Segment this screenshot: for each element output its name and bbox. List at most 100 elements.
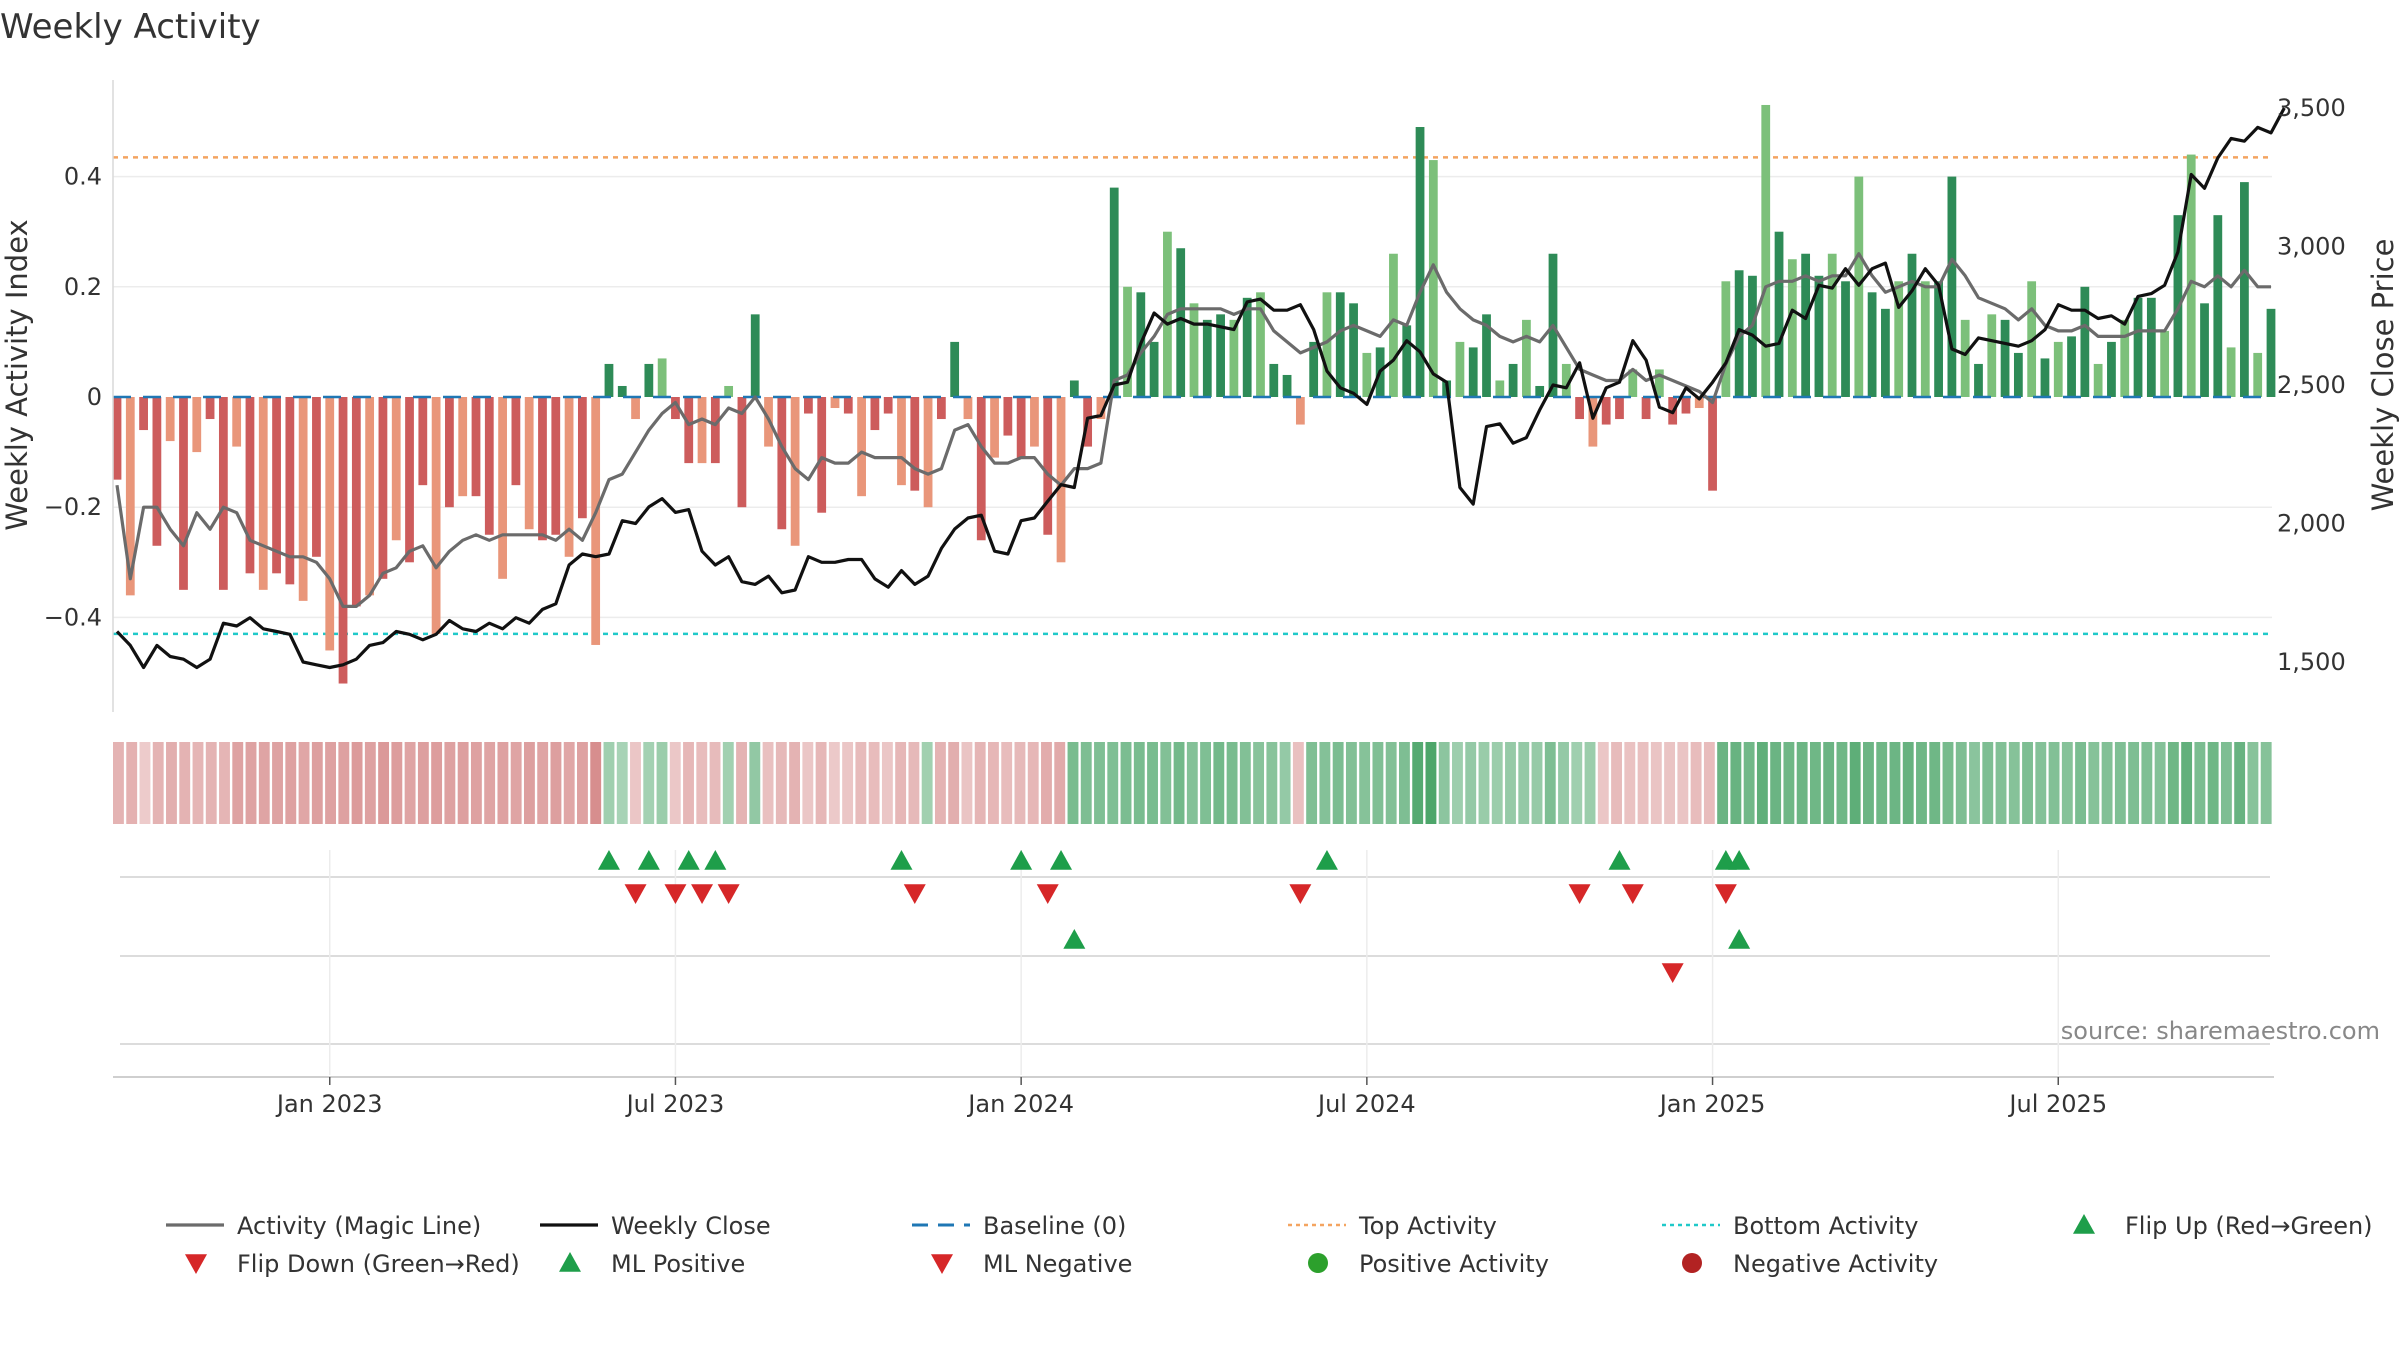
activity-bar-20 bbox=[378, 397, 388, 579]
strip-cell-64 bbox=[961, 742, 973, 824]
y2-tick-label-4: 1,500 bbox=[2277, 648, 2346, 676]
flip-markers-panel bbox=[120, 850, 2270, 1075]
strip-cell-44 bbox=[696, 742, 708, 824]
activity-bar-135 bbox=[1907, 253, 1917, 397]
strip-cell-154 bbox=[2154, 742, 2166, 824]
activity-bar-16 bbox=[325, 397, 335, 651]
activity-bar-13 bbox=[285, 397, 295, 585]
x-tick-label-2: Jan 2024 bbox=[966, 1090, 1074, 1118]
strip-cell-87 bbox=[1266, 742, 1278, 824]
strip-cell-83 bbox=[1213, 742, 1225, 824]
legend-swatch-6 bbox=[185, 1254, 207, 1274]
activity-bar-141 bbox=[1987, 314, 1997, 397]
activity-bar-38 bbox=[617, 385, 627, 397]
strip-cell-28 bbox=[484, 742, 496, 824]
activity-bar-64 bbox=[963, 397, 973, 420]
activity-bar-133 bbox=[1881, 308, 1890, 397]
strip-cell-142 bbox=[1995, 742, 2007, 824]
activity-bar-40 bbox=[644, 363, 654, 397]
strip-cell-125 bbox=[1770, 742, 1782, 824]
strip-cell-104 bbox=[1491, 742, 1503, 824]
activity-bar-57 bbox=[870, 397, 880, 431]
activity-bar-26 bbox=[458, 397, 468, 497]
flip-up-marker-5 bbox=[1010, 850, 1033, 870]
legend-swatch-9 bbox=[1308, 1253, 1328, 1273]
activity-bar-143 bbox=[2013, 352, 2023, 397]
activity-bar-157 bbox=[2200, 303, 2209, 397]
strip-cell-8 bbox=[219, 742, 230, 824]
activity-bar-98 bbox=[1415, 127, 1425, 397]
legend-label-10: Negative Activity bbox=[1733, 1250, 1938, 1278]
strip-cell-120 bbox=[1703, 742, 1715, 824]
activity-bar-115 bbox=[1641, 397, 1651, 420]
legend-item-1: Weekly Close bbox=[540, 1212, 771, 1240]
strip-cell-4 bbox=[166, 742, 177, 824]
activity-bar-15 bbox=[312, 397, 321, 557]
flip-down-marker-5 bbox=[1036, 884, 1059, 904]
activity-bar-154 bbox=[2160, 330, 2170, 397]
strip-cell-1 bbox=[126, 742, 138, 824]
strip-cell-76 bbox=[1120, 742, 1132, 824]
strip-cell-20 bbox=[378, 742, 390, 824]
source-note: source: sharemaestro.com bbox=[2061, 1017, 2380, 1045]
activity-bar-102 bbox=[1468, 347, 1478, 397]
activity-bar-46 bbox=[724, 385, 734, 397]
legend-swatch-10 bbox=[1682, 1253, 1702, 1273]
x-tick-label-5: Jul 2025 bbox=[2007, 1090, 2107, 1118]
strip-cell-90 bbox=[1306, 742, 1318, 824]
strip-cell-21 bbox=[391, 742, 403, 824]
strip-cell-85 bbox=[1239, 742, 1251, 824]
activity-bar-21 bbox=[391, 397, 401, 541]
strip-cell-127 bbox=[1796, 742, 1808, 824]
activity-bar-106 bbox=[1522, 319, 1531, 397]
activity-bar-14 bbox=[298, 397, 308, 601]
activity-bar-51 bbox=[790, 397, 800, 546]
activity-bar-101 bbox=[1455, 341, 1465, 397]
activity-bar-156 bbox=[2186, 154, 2196, 397]
y2-tick-label-2: 2,500 bbox=[2277, 371, 2346, 399]
ml-positive-marker-1 bbox=[1728, 929, 1751, 949]
strip-cell-135 bbox=[1902, 742, 1914, 824]
activity-bar-89 bbox=[1295, 397, 1305, 425]
activity-bar-82 bbox=[1202, 319, 1212, 397]
magic-line bbox=[115, 252, 2271, 609]
activity-bar-72 bbox=[1069, 380, 1079, 397]
strip-cell-141 bbox=[1982, 742, 1994, 824]
strip-cell-117 bbox=[1664, 742, 1676, 824]
strip-cell-56 bbox=[855, 742, 867, 824]
x-axis: Jan 2023 Jul 2023 Jan 2024 Jul 2024 Jan 2025… bbox=[113, 1076, 2274, 1118]
activity-bar-3 bbox=[152, 397, 162, 546]
activity-bar-12 bbox=[272, 397, 281, 574]
flip-down-marker-7 bbox=[1568, 884, 1591, 904]
activity-bar-129 bbox=[1827, 253, 1837, 397]
activity-bar-33 bbox=[551, 397, 561, 535]
flip-up-marker-0 bbox=[597, 850, 620, 870]
activity-bar-70 bbox=[1043, 397, 1053, 535]
activity-bar-93 bbox=[1349, 303, 1358, 397]
strip-cell-72 bbox=[1067, 742, 1079, 824]
activity-bar-140 bbox=[1974, 363, 1983, 397]
activity-bar-60 bbox=[910, 397, 920, 491]
strip-cell-145 bbox=[2035, 742, 2047, 824]
activity-bar-119 bbox=[1694, 397, 1704, 409]
legend-label-2: Baseline (0) bbox=[983, 1212, 1126, 1240]
activity-bar-90 bbox=[1309, 341, 1319, 397]
activity-bar-32 bbox=[538, 397, 547, 541]
strip-cell-151 bbox=[2114, 742, 2126, 824]
strip-cell-106 bbox=[1518, 742, 1530, 824]
legend-swatch-7 bbox=[559, 1252, 581, 1272]
strip-cell-115 bbox=[1637, 742, 1649, 824]
activity-bar-23 bbox=[418, 397, 428, 486]
strip-cell-152 bbox=[2128, 742, 2140, 824]
strip-cell-157 bbox=[2194, 742, 2206, 824]
flip-up-marker-1 bbox=[637, 850, 660, 870]
strip-cell-81 bbox=[1186, 742, 1198, 824]
activity-bar-9 bbox=[232, 397, 242, 447]
activity-bar-0 bbox=[112, 397, 122, 480]
strip-cell-136 bbox=[1916, 742, 1927, 824]
x-tick-label-3: Jul 2024 bbox=[1316, 1090, 1416, 1118]
strip-cell-37 bbox=[603, 742, 615, 824]
strip-cell-134 bbox=[1889, 742, 1901, 824]
activity-bar-44 bbox=[697, 397, 707, 464]
strip-cell-150 bbox=[2101, 742, 2113, 824]
